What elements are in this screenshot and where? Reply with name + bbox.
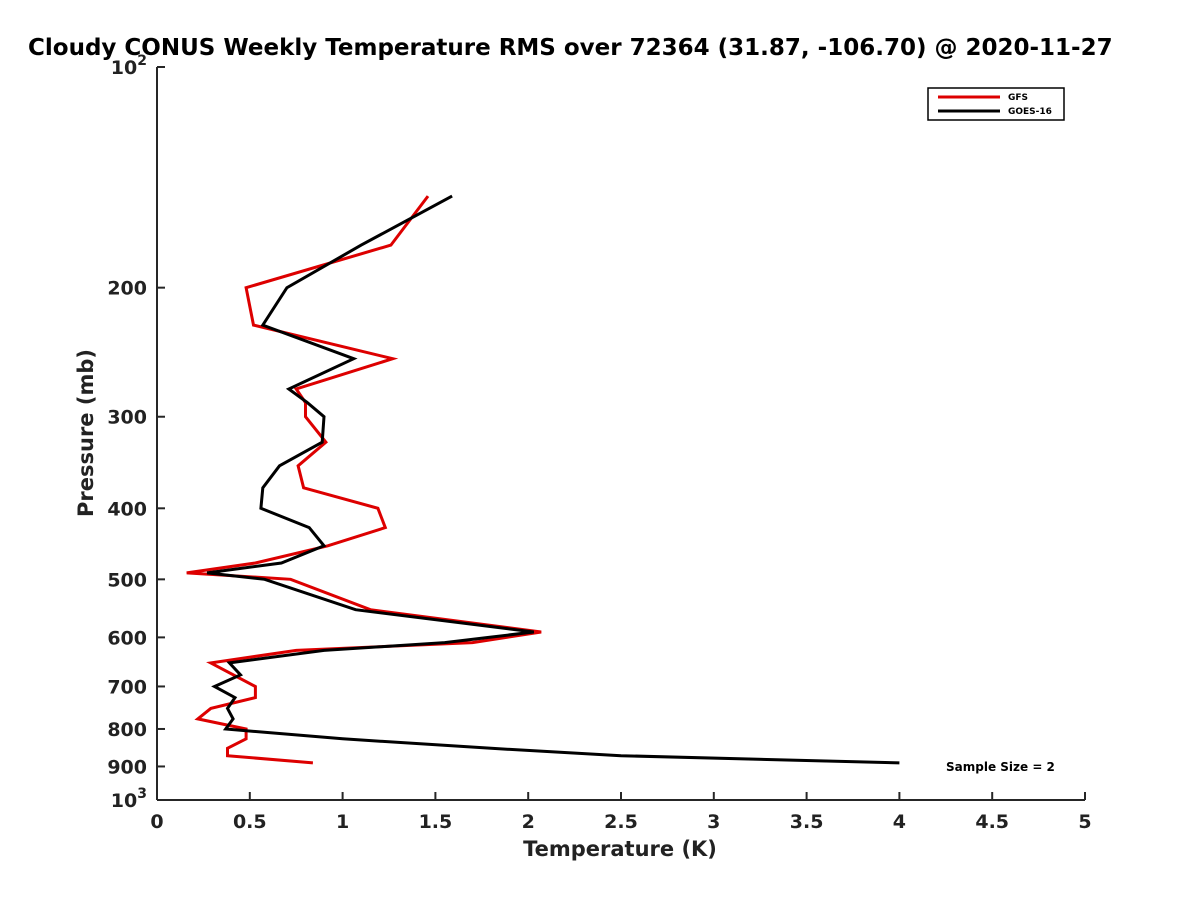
x-tick-label: 4: [893, 811, 906, 833]
x-tick-label: 3: [707, 811, 720, 833]
x-tick-label: 2.5: [604, 811, 638, 833]
chart-title: Cloudy CONUS Weekly Temperature RMS over…: [28, 35, 1113, 61]
x-tick-label: 3.5: [790, 811, 824, 833]
x-tick-label: 2: [522, 811, 535, 833]
y-tick-label: 400: [107, 498, 147, 520]
x-tick-label: 4.5: [975, 811, 1009, 833]
legend-label-gfs: GFS: [1008, 93, 1028, 103]
y-tick-label: 102: [111, 53, 147, 79]
y-tick-label: 700: [107, 676, 147, 698]
axes: 0 0.5 1 1.5 2 2.5 3 3.5 4 4.5 5 102 200 300 400 500 600 7…: [107, 53, 1091, 833]
x-tick-label: 1.5: [419, 811, 453, 833]
y-tick-label: 600: [107, 627, 147, 649]
series-layer: [186, 194, 900, 765]
x-axis-label: Temperature (K): [523, 837, 717, 861]
y-tick-label: 103: [111, 786, 147, 812]
series-line-goes-16: [206, 194, 900, 765]
y-tick-label: 800: [107, 719, 147, 741]
y-tick-label: 300: [107, 407, 147, 429]
series-line-gfs: [186, 195, 542, 765]
x-tick-label: 1: [336, 811, 349, 833]
y-tick-label: 900: [107, 756, 147, 778]
legend-label-goes-16: GOES-16: [1008, 107, 1052, 117]
legend: GFS GOES-16: [927, 87, 1065, 121]
sample-size-annotation: Sample Size = 2: [946, 760, 1055, 774]
legend-box: [927, 87, 1065, 121]
x-tick-label: 0.5: [233, 811, 267, 833]
y-axis-label: Pressure (mb): [74, 349, 98, 517]
x-tick-label: 5: [1078, 811, 1091, 833]
x-tick-label: 0: [150, 811, 163, 833]
y-tick-label: 500: [107, 569, 147, 591]
y-tick-label: 200: [107, 278, 147, 300]
